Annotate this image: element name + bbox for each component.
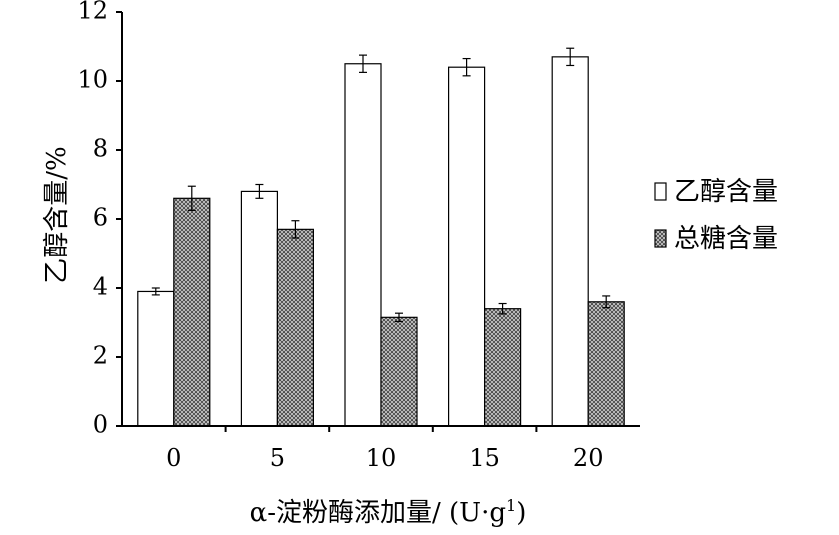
bar-sugar (587, 301, 625, 427)
y-tick-label: 12 (77, 0, 108, 25)
bar-ethanol (137, 290, 175, 427)
x-tick-label: 20 (573, 444, 604, 472)
x-tick-label: 15 (469, 444, 500, 472)
x-axis-title-close: ) (516, 498, 526, 528)
y-axis-ticks: 0 2 4 6 8 10 12 (77, 0, 122, 439)
legend-swatch-ethanol (654, 182, 667, 201)
y-axis-title: 乙醇含量/% (42, 146, 72, 283)
bar-sugar (484, 308, 522, 427)
y-tick-label: 8 (93, 135, 108, 163)
x-axis-title-main: α-淀粉酶添加量/ (U·g (250, 498, 506, 528)
legend-swatch-sugar (654, 229, 667, 248)
x-tick-label: 5 (270, 444, 285, 472)
bar-ethanol (551, 56, 589, 427)
y-tick-label: 4 (93, 273, 108, 301)
x-tick-label: 10 (366, 444, 397, 472)
x-axis-title: α-淀粉酶添加量/ (U·g1) (250, 496, 527, 528)
error-bars (151, 47, 611, 323)
x-axis-ticks: 0 5 10 15 20 (166, 426, 603, 472)
bar-sugar (380, 316, 418, 427)
y-tick-label: 10 (77, 66, 108, 94)
legend-label-ethanol: 乙醇含量 (674, 177, 778, 207)
legend-label-sugar: 总糖含量 (674, 224, 778, 254)
y-tick-label: 2 (93, 342, 108, 370)
bar-sugar (173, 197, 211, 427)
bar-ethanol (344, 63, 382, 427)
y-tick-label: 6 (93, 204, 108, 232)
x-axis-title-sup: 1 (506, 496, 516, 515)
bar-ethanol (448, 66, 486, 427)
bar-ethanol (240, 190, 278, 427)
bars (137, 56, 625, 427)
y-tick-label: 0 (93, 411, 108, 439)
legend: 乙醇含量 总糖含量 (654, 177, 778, 254)
x-tick-label: 0 (166, 444, 181, 472)
bar-sugar (276, 228, 314, 427)
